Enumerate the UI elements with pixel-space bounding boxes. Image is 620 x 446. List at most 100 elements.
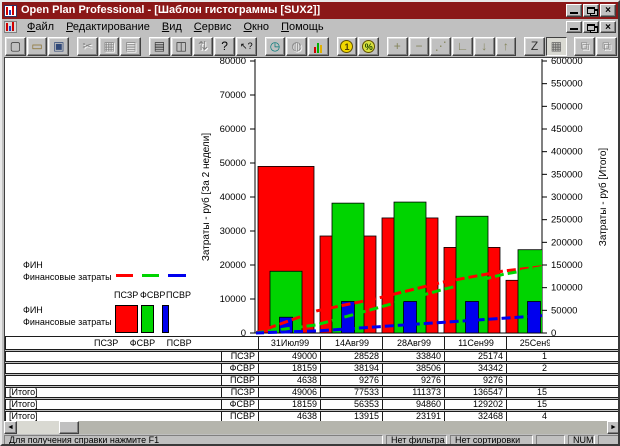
y-axis-label-left: Затраты - руб [За 2 недели] (200, 133, 212, 261)
chart-panel: 0 10000 20000 30000 40000 50000 60000 70000 8000… (5, 58, 618, 336)
link-icon: ⋰ (434, 38, 447, 53)
time-analysis-button[interactable]: ◷ (264, 36, 286, 56)
legend-bars-group: ФИН (23, 305, 43, 315)
save-button[interactable]: ▣ (48, 36, 70, 56)
doc-restore-button[interactable] (583, 20, 599, 33)
window-title: Open Plan Professional - [Шаблон гистогр… (21, 4, 321, 16)
print-preview-button[interactable]: ◫ (170, 36, 192, 56)
scroll-track[interactable] (17, 421, 59, 434)
svg-text:80000: 80000 (220, 58, 246, 67)
table-column-header: 31Июл99 (259, 337, 321, 349)
resources-button[interactable]: ◍ (286, 36, 308, 56)
toolbar-separator (70, 35, 77, 57)
open-button[interactable]: ▭ (26, 36, 48, 56)
resources-icon: ◍ (291, 38, 302, 53)
move-down-button[interactable]: ↓ (473, 36, 495, 56)
table-row[interactable]: ПСВР 4638 9276 9276 9276 (5, 375, 618, 386)
window-cascade-button[interactable]: ⧉ (574, 36, 596, 56)
link-button[interactable]: ⋰ (430, 36, 452, 56)
print-button[interactable]: ▤ (149, 36, 170, 56)
document-chart-icon[interactable] (4, 20, 17, 33)
step-button[interactable]: ∟ (452, 36, 473, 56)
remove-button[interactable]: − (408, 36, 430, 56)
cut-button[interactable]: ✂ (77, 36, 98, 56)
help-button[interactable]: ? (214, 36, 235, 56)
svg-text:0: 0 (241, 328, 246, 336)
remove-icon: − (415, 38, 423, 53)
move-down-icon: ↓ (481, 38, 488, 53)
svg-text:600000: 600000 (551, 58, 583, 67)
menu-item-service[interactable]: Сервис (193, 20, 232, 33)
value-cell: 49000 (259, 352, 321, 361)
doc-close-button[interactable]: × (600, 20, 616, 33)
move-up-button[interactable]: ↑ (495, 36, 517, 56)
menu-item-help[interactable]: Помощь (281, 20, 324, 33)
menu-item-file[interactable]: Файл (27, 20, 55, 33)
window-tile-button[interactable]: ⧉ (596, 36, 617, 56)
svg-text:450000: 450000 (551, 124, 583, 135)
grid-button[interactable]: ▦ (545, 36, 567, 56)
cost-button[interactable]: 1 (336, 36, 358, 56)
histogram-view-button[interactable] (308, 36, 329, 56)
svg-text:400000: 400000 (551, 147, 583, 158)
scroll-right-button[interactable]: ► (607, 421, 618, 434)
legend-lines-label: Финансовые затраты (23, 272, 112, 282)
doc-minimize-button[interactable] (566, 20, 582, 33)
total-line-[Итого] ФСВР (256, 265, 542, 335)
svg-text:60000: 60000 (220, 124, 246, 135)
svg-text:40000: 40000 (220, 192, 246, 203)
open-icon: ▭ (31, 38, 43, 53)
row-group-cell (6, 364, 222, 373)
svg-text:550000: 550000 (551, 79, 583, 90)
percent-button[interactable]: % (358, 36, 380, 56)
value-cell: 33840 (383, 352, 445, 361)
legend-line-swatch-pszr (116, 274, 133, 277)
zoom-button[interactable]: Z (524, 36, 545, 56)
row-group-cell: [Итого] (6, 400, 222, 409)
value-cell (507, 376, 550, 385)
close-button[interactable]: × (600, 4, 616, 17)
table-row[interactable]: [Итого] ПСЗР 49006 77533 111373 136547 15 (5, 387, 618, 398)
value-cell: 15 (536, 388, 547, 397)
doc-close-icon: × (605, 21, 611, 33)
zoom-icon: Z (530, 38, 539, 53)
paste-button[interactable]: ▤ (120, 36, 142, 56)
refresh-button[interactable]: ⇅ (192, 36, 214, 56)
restore-button[interactable] (583, 4, 599, 17)
context-help-button[interactable]: ↖? (235, 36, 257, 56)
move-up-icon: ↑ (502, 38, 509, 53)
legend-line-swatch-fsvr (142, 274, 159, 277)
value-cell: 25174 (445, 352, 507, 361)
table-row[interactable]: [Итого] ФСВР 18159 56353 94860 129202 15 (5, 399, 618, 410)
new-icon: ▢ (9, 38, 22, 53)
status-filter: Нет фильтра (386, 435, 447, 444)
add-button[interactable]: + (386, 36, 408, 56)
svg-text:200000: 200000 (551, 237, 583, 248)
value-cell: 4638 (259, 376, 321, 385)
scroll-thumb[interactable] (59, 421, 79, 434)
table-column-header: 25Сен99 (519, 338, 550, 348)
value-cell: 4638 (259, 412, 321, 421)
horizontal-scrollbar[interactable]: ◄ ► (4, 421, 618, 434)
copy-button[interactable]: ▦ (98, 36, 120, 56)
bar-series-ПСВР (279, 301, 541, 334)
context-help-icon: ↖? (240, 40, 253, 51)
row-group-cell: [Итого] (6, 412, 222, 421)
minimize-button[interactable] (566, 4, 582, 17)
menu-item-window[interactable]: Окно (243, 20, 270, 33)
title-bar: Open Plan Professional - [Шаблон гистогр… (2, 2, 618, 19)
table-row[interactable]: ПСЗР 49000 28528 33840 25174 1 (5, 351, 618, 362)
minimize-icon (570, 12, 578, 14)
scroll-left-button[interactable]: ◄ (4, 421, 17, 434)
table-row[interactable]: ФСВР 18159 38194 38506 34342 2 (5, 363, 618, 374)
value-cell: 38194 (321, 364, 383, 373)
new-button[interactable]: ▢ (5, 36, 26, 56)
value-cell: 9276 (383, 376, 445, 385)
menu-item-view[interactable]: Вид (161, 20, 182, 33)
value-cell: 38506 (383, 364, 445, 373)
histogram-icon (314, 41, 323, 53)
menu-item-edit[interactable]: Редактирование (66, 20, 150, 33)
legend-bar-swatch-psvr (162, 305, 169, 333)
legend-bars-label: Финансовые затраты (23, 317, 112, 327)
print-preview-icon: ◫ (175, 38, 187, 53)
